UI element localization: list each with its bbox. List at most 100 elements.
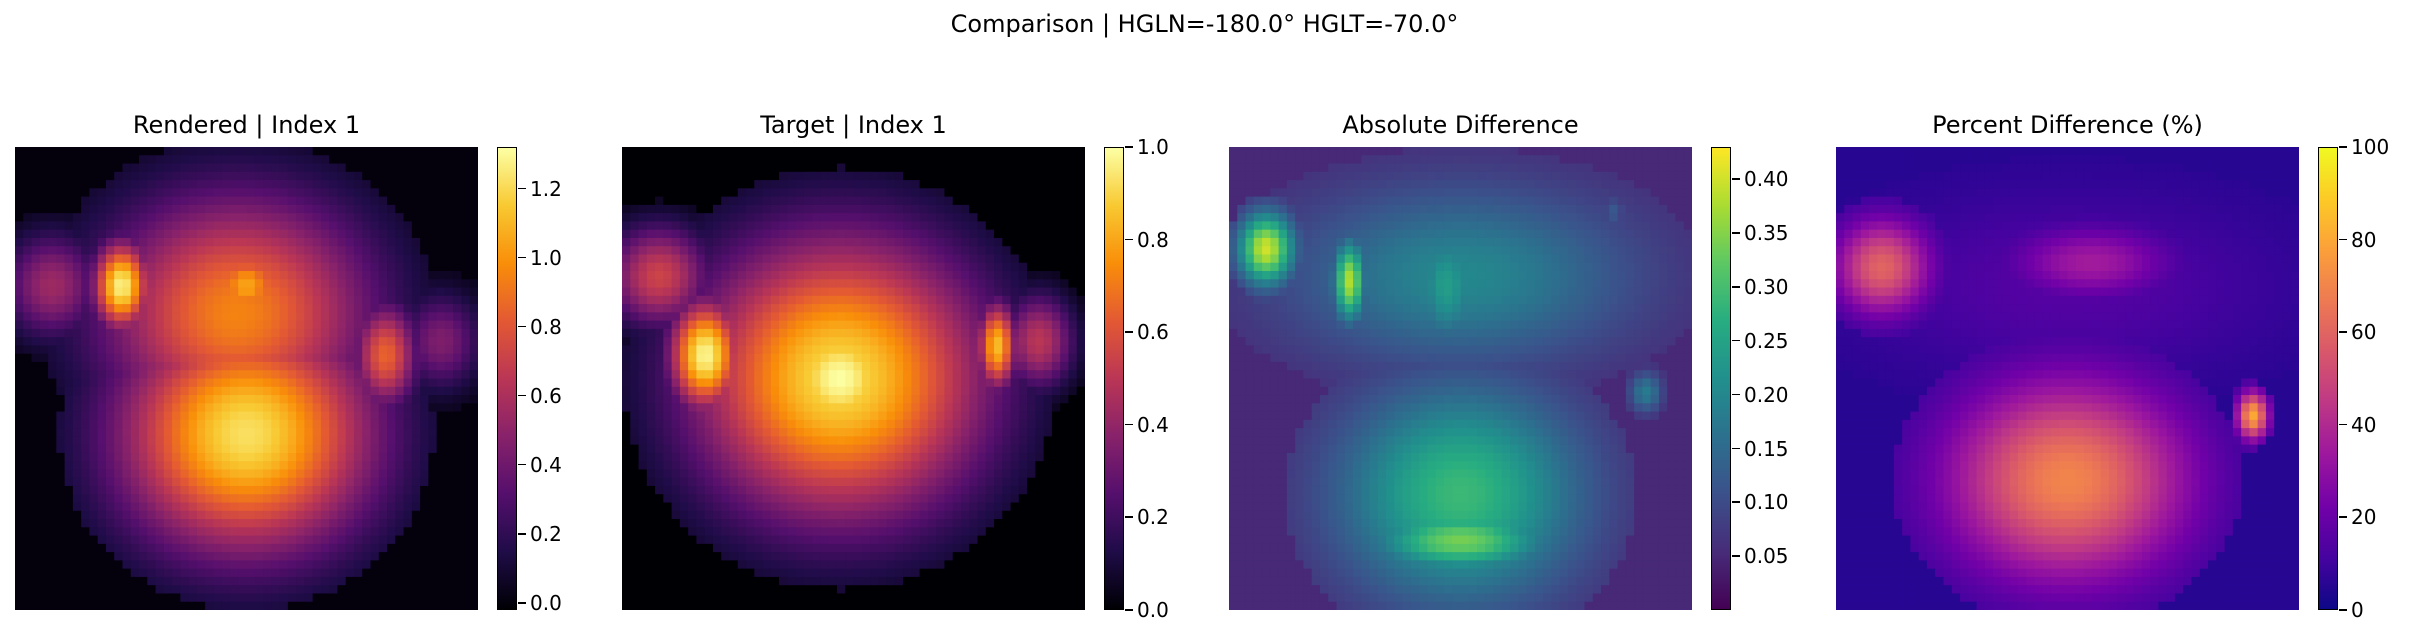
heatmap-cell [1076,204,1085,214]
heatmap-cell [704,155,714,165]
heatmap-cell [378,262,388,272]
heatmap-cell [779,204,788,214]
heatmap-cell [271,163,281,173]
heatmap-cell [370,287,380,297]
heatmap-cell [296,237,305,247]
heatmap-cell [1002,345,1012,355]
heatmap-cell [105,295,115,305]
heatmap-cell [39,155,49,165]
heatmap-cell [254,502,264,512]
heatmap-cell [420,403,429,413]
heatmap-cell [329,254,339,264]
heatmap-cell [188,279,198,289]
heatmap-cell [679,312,689,322]
heatmap-cell [729,353,739,363]
heatmap-cell [353,345,363,355]
heatmap-cell [81,444,91,454]
heatmap-cell [638,163,648,173]
heatmap-cell [163,171,173,181]
heatmap-cell [279,527,289,537]
heatmap-cell [646,304,656,313]
heatmap-cell [89,568,99,578]
heatmap-cell [229,328,239,338]
heatmap-cell [97,155,107,165]
heatmap-cell [638,337,648,347]
heatmap-cell [114,229,124,239]
heatmap-cell [246,419,256,429]
heatmap-cell [370,452,380,462]
heatmap-cell [105,213,115,223]
heatmap-cell [296,279,305,289]
heatmap-cell [221,237,231,247]
heatmap-cell [754,386,764,396]
heatmap-cell [296,535,305,545]
heatmap-cell [147,510,157,520]
heatmap-cell [114,221,124,231]
heatmap-cell [279,403,289,413]
heatmap-cell [820,254,830,264]
heatmap-cell [56,271,66,280]
heatmap-cell [72,312,82,322]
heatmap-cell [155,527,165,537]
heatmap-cell [287,271,297,280]
heatmap-cell [787,262,797,272]
heatmap-cell [130,419,140,429]
heatmap-cell [646,337,656,347]
heatmap-cell [960,221,970,231]
heatmap-cell [952,221,962,231]
heatmap-cell [64,237,74,247]
heatmap-cell [320,147,330,156]
heatmap-cell [196,568,206,578]
heatmap-cell [853,254,863,264]
heatmap-cell [296,552,305,561]
heatmap-cell [105,378,115,388]
heatmap-cell [952,147,962,156]
heatmap-cell [56,469,66,479]
heatmap-cell [411,370,421,380]
heatmap-cell [287,188,297,198]
heatmap-cell [329,378,339,388]
heatmap-cell [936,403,946,413]
heatmap-cell [97,328,107,338]
heatmap-cell [163,403,173,413]
heatmap-cell [688,271,698,280]
heatmap-cell [836,163,846,173]
heatmap-cell [39,279,49,289]
heatmap-cell [737,254,747,264]
heatmap-cell [688,411,698,421]
heatmap-cell [48,552,57,561]
heatmap-cell [845,345,855,355]
heatmap-cell [370,485,380,495]
heatmap-cell [337,510,347,520]
heatmap-cell [461,469,471,479]
heatmap-cell [994,229,1003,239]
heatmap-cell [229,428,239,437]
heatmap-cell [287,287,297,297]
heatmap-cell [646,271,656,280]
heatmap-cell [39,403,49,413]
heatmap-cell [453,494,463,504]
heatmap-cell [428,436,438,446]
heatmap-cell [238,411,248,421]
heatmap-cell [172,411,181,421]
heatmap-cell [114,444,124,454]
heatmap-cell [803,163,813,173]
heatmap-cell [345,188,355,198]
heatmap-cell [894,155,904,165]
heatmap-cell [337,436,347,446]
heatmap-cell [304,386,314,396]
heatmap-cell [770,171,780,181]
heatmap-cell [362,560,372,570]
heatmap-cell [172,204,181,214]
heatmap-cell [737,295,747,305]
heatmap-cell [114,436,124,446]
heatmap-cell [246,552,256,561]
heatmap-cell [238,353,248,363]
heatmap-cell [97,254,107,264]
heatmap-cell [622,171,631,181]
heatmap-cell [329,312,339,322]
heatmap-cell [960,180,970,189]
heatmap-cell [704,171,714,181]
heatmap-cell [229,585,239,595]
heatmap-cell [779,320,788,330]
